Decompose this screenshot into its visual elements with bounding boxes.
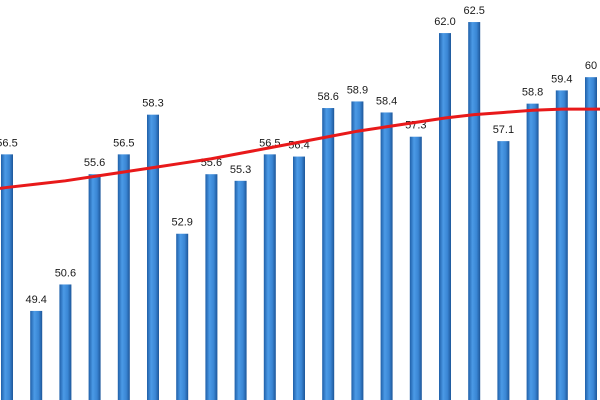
trend-line [0,107,600,190]
bars-group [1,22,597,400]
bar-11 [293,156,305,400]
data-label-2: 49.4 [25,294,46,306]
data-label-7: 52.9 [171,217,192,229]
data-label-14: 58.4 [376,95,397,107]
bar-21 [585,77,597,400]
bar-20 [555,90,568,400]
data-label-5: 56.5 [113,137,134,149]
data-label-17: 62.5 [463,5,484,17]
bar-13 [351,101,364,400]
data-label-20: 59.4 [551,73,572,85]
bar-16 [439,33,451,400]
data-label-18: 57.1 [493,124,514,136]
bar-7 [176,233,189,400]
bar-12 [322,108,335,400]
bar-4 [88,174,101,400]
data-label-12: 58.6 [317,91,338,103]
data-label-21: 60 [585,60,597,72]
bar-17 [468,22,481,400]
bar-10 [263,154,276,400]
bar-19 [526,103,539,400]
bar-5 [117,154,130,400]
data-label-13: 58.9 [347,84,368,96]
data-label-6: 58.3 [142,98,163,110]
data-label-16: 62.0 [434,16,455,28]
data-label-3: 50.6 [55,267,76,279]
bar-2 [30,310,43,400]
bar-1 [1,154,13,400]
data-label-1: 56.5 [0,137,18,149]
bar-18 [497,141,510,400]
bar-6 [147,114,159,400]
bar-3 [59,284,72,400]
data-label-4: 55.6 [84,157,105,169]
bar-15 [409,136,422,400]
bar-8 [205,174,218,400]
bar-14 [380,112,393,400]
bar-9 [234,180,247,400]
data-label-19: 58.8 [522,87,543,99]
data-label-9: 55.3 [230,164,251,176]
